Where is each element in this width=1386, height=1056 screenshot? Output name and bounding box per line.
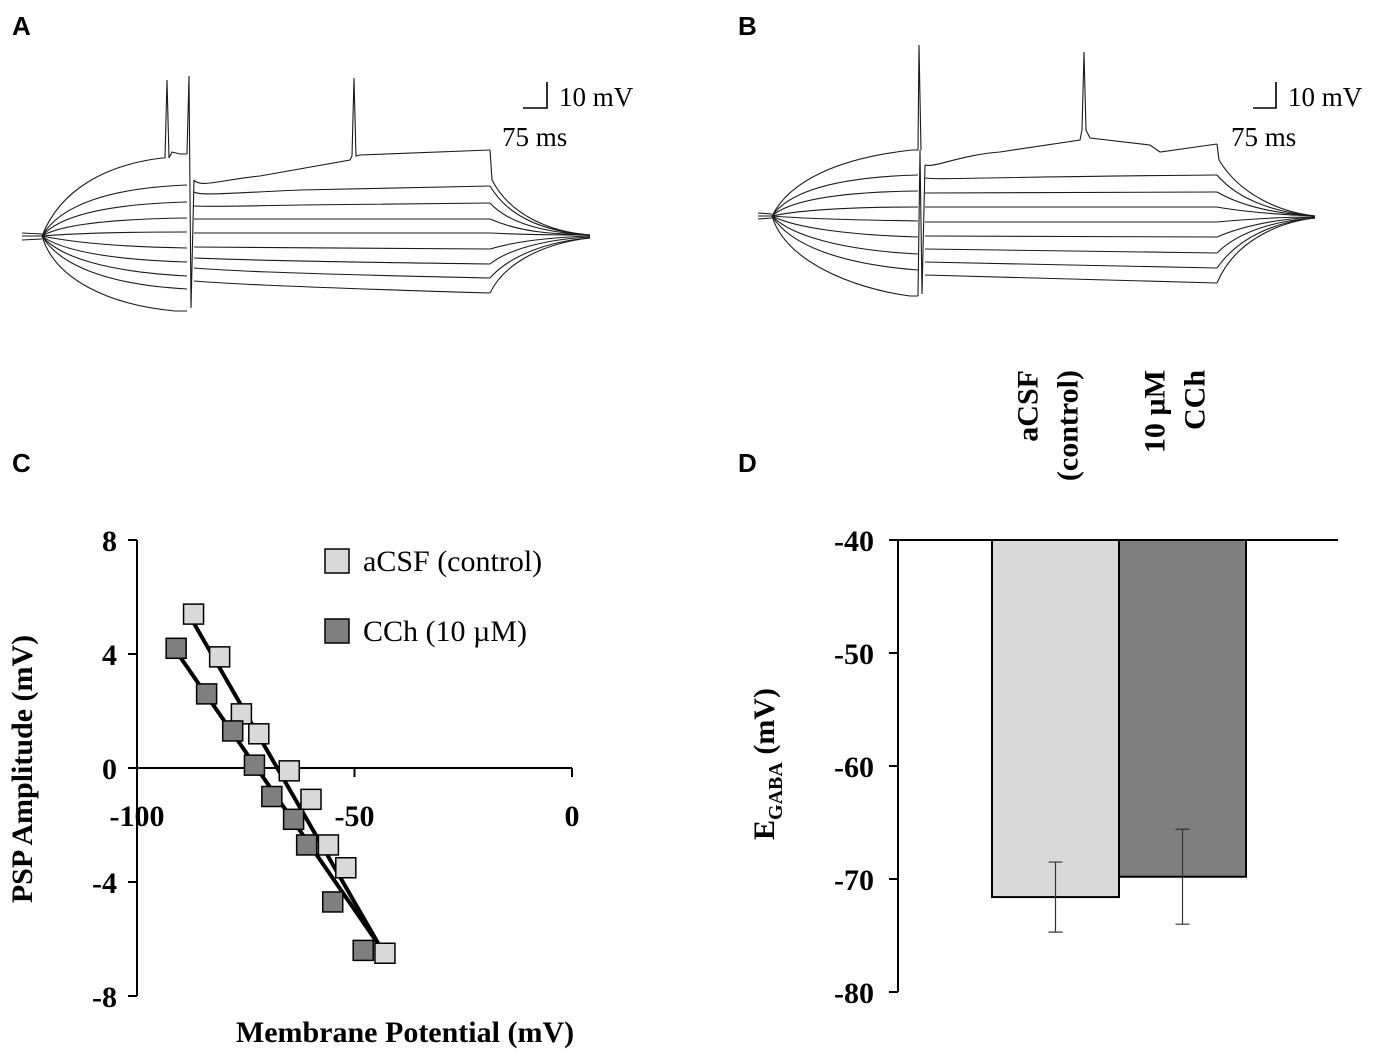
fit-line-series-1: [191, 621, 383, 949]
error-bar-1: [1048, 861, 1063, 933]
bar-category-label-2: CCh: [1179, 370, 1212, 430]
voltage-traces-a: [21, 75, 591, 312]
scatter-tick-labels: -8 -4 0 4 8 -100 -50 0: [92, 525, 580, 1014]
data-point-series-1: [182, 603, 205, 625]
error-bar-2: [1175, 828, 1190, 925]
legend-swatch-2: [324, 618, 350, 644]
scatter-y-axis-label: PSP Amplitude (mV): [6, 635, 39, 903]
data-point-series-1: [300, 788, 322, 811]
bar-2: [1118, 539, 1247, 878]
scatter-axes: [128, 539, 573, 997]
data-point-series-1: [248, 723, 270, 745]
panel-letter-d: D: [738, 448, 757, 478]
bar-category-label-2: 10 µM: [1139, 370, 1172, 453]
bar-y-axis-label: EGABA (mV): [748, 688, 787, 840]
data-point-series-2: [295, 834, 318, 856]
bar-tick-labels: -40 -50 -60 -70 -80: [834, 525, 874, 1010]
scale-time-label-a: 75 ms: [502, 122, 567, 152]
data-point-series-2: [282, 808, 305, 831]
scale-bar-a: [523, 82, 548, 109]
data-point-series-2: [352, 939, 374, 962]
scatter-y-tick-label: 4: [102, 639, 117, 672]
scatter-points: [165, 603, 396, 964]
scatter-x-tick-label: -50: [335, 800, 375, 833]
scale-voltage-label-a: 10 mV: [559, 82, 634, 112]
data-point-series-1: [335, 857, 357, 879]
panel-letter-c: C: [12, 448, 31, 478]
scatter-y-tick-label: -4: [92, 867, 117, 900]
data-point-series-2: [221, 720, 244, 742]
error-bars: [1048, 828, 1190, 933]
bar-category-label-1: (control): [1052, 370, 1085, 481]
data-point-series-1: [374, 942, 396, 964]
bar-y-tick-label: -80: [834, 977, 874, 1010]
panel-b: B: [738, 11, 1363, 297]
scatter-legend: aCSF (control) CCh (10 µM): [324, 545, 542, 648]
bar-1: [991, 539, 1120, 899]
scale-time-label-b: 75 ms: [1231, 122, 1296, 152]
bar-y-tick-label: -50: [834, 638, 874, 671]
bar-y-tick-label: -40: [834, 525, 874, 558]
data-point-series-2: [261, 785, 283, 808]
bars: [991, 539, 1247, 899]
scale-voltage-label-b: 10 mV: [1288, 82, 1363, 112]
scatter-x-tick-label: -100: [110, 800, 165, 833]
scatter-x-axis-label: Membrane Potential (mV): [236, 1016, 574, 1049]
panel-d: D -40-50-60-70-80 aCSF (control) 10 µM CCh …: [738, 370, 1338, 1010]
legend-swatch-1: [324, 548, 350, 574]
legend-label-2: CCh (10 µM): [363, 615, 527, 648]
data-point-series-2: [195, 683, 218, 705]
data-point-series-2: [165, 637, 187, 660]
bar-y-tick-label: -60: [834, 751, 874, 784]
bar-y-tick-label: -70: [834, 864, 874, 897]
panel-letter-a: A: [12, 11, 31, 41]
bar-category-labels: aCSF (control) 10 µM CCh: [1012, 370, 1212, 481]
data-point-series-2: [322, 891, 344, 913]
bar-category-label-1: aCSF: [1012, 370, 1045, 442]
data-point-series-1: [208, 646, 231, 668]
data-point-series-1: [278, 760, 300, 782]
legend-label-1: aCSF (control): [363, 545, 542, 578]
scatter-y-tick-label: 0: [102, 753, 117, 786]
scatter-y-tick-label: -8: [92, 981, 117, 1014]
scatter-fit-lines: [174, 621, 383, 949]
scale-bar-b: [1253, 82, 1277, 109]
panel-c: C -8 -4 0 4 8 -100 -50 0 aCSF (control) CCh (10 …: [6, 448, 580, 1049]
voltage-traces-b: [757, 44, 1316, 297]
scatter-x-tick-label: 0: [565, 800, 580, 833]
panel-letter-b: B: [738, 11, 757, 41]
panel-a: A: [12, 11, 634, 312]
data-point-series-1: [317, 834, 340, 856]
scatter-y-tick-label: 8: [102, 525, 117, 558]
data-point-series-2: [243, 754, 266, 776]
